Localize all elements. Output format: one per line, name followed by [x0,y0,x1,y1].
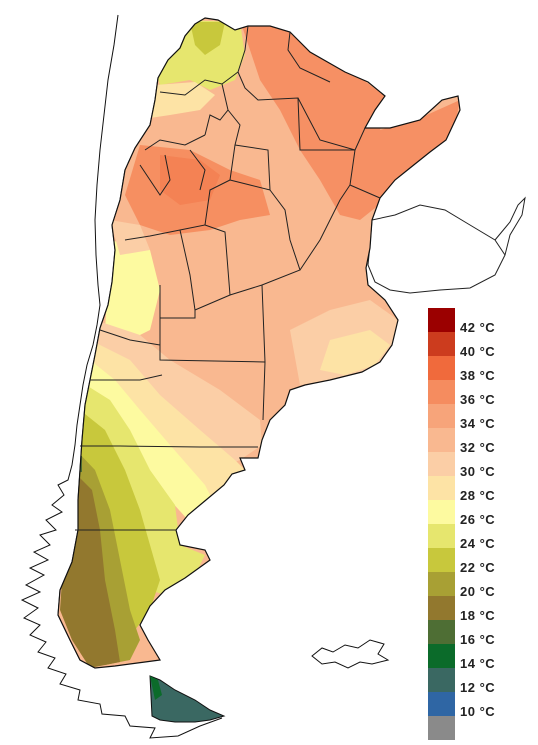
legend-entry: 38 °C [428,356,538,383]
rio-de-la-plata-coast [494,196,526,256]
province-boundaries [75,25,381,531]
legend-entry: 16 °C [428,620,538,647]
legend-label: 14 °C [460,656,496,671]
legend-entry [428,716,538,740]
legend-entry: 28 °C [428,476,538,503]
legend-entry: 20 °C [428,572,538,599]
legend-label: 28 °C [460,488,496,503]
legend-label: 38 °C [460,368,496,383]
malvinas-islands [311,639,390,669]
legend-swatch [428,380,455,404]
legend-label: 16 °C [460,632,496,647]
legend-swatch [428,572,455,596]
legend-entry: 34 °C [428,404,538,431]
legend-swatch [428,308,455,332]
legend-swatch [428,524,455,548]
legend-swatch [428,356,455,380]
legend-label: 12 °C [460,680,496,695]
chile-coastline [20,14,223,739]
legend-entry: 40 °C [428,332,538,359]
argentina-outline [57,17,461,669]
legend-entry: 36 °C [428,380,538,407]
legend-label: 42 °C [460,320,496,335]
legend-label: 24 °C [460,536,496,551]
legend-label: 32 °C [460,440,496,455]
legend-label: 30 °C [460,464,496,479]
legend-label: 36 °C [460,392,496,407]
tierra-del-fuego [149,675,226,723]
legend-swatch [428,548,455,572]
legend-label: 26 °C [460,512,496,527]
legend-swatch [428,476,455,500]
legend-label: 20 °C [460,584,496,599]
legend-entry: 24 °C [428,524,538,551]
legend-label: 22 °C [460,560,496,575]
legend-label: 10 °C [460,704,496,719]
legend-swatch [428,716,455,740]
legend-entry: 42 °C [428,308,538,335]
legend-swatch [428,404,455,428]
legend-label: 18 °C [460,608,496,623]
legend-label: 40 °C [460,344,496,359]
legend-swatch [428,500,455,524]
legend-swatch [428,596,455,620]
legend-entry: 22 °C [428,548,538,575]
legend-entry: 18 °C [428,596,538,623]
legend-swatch [428,620,455,644]
legend-swatch [428,452,455,476]
legend-entry: 32 °C [428,428,538,455]
legend-entry: 14 °C [428,644,538,671]
uruguay-outline [367,204,506,294]
legend-swatch [428,332,455,356]
legend-swatch [428,428,455,452]
legend-swatch [428,644,455,668]
legend-label: 34 °C [460,416,496,431]
legend-entry: 10 °C [428,692,538,719]
legend-swatch [428,692,455,716]
legend-swatch [428,668,455,692]
legend-entry: 30 °C [428,452,538,479]
legend-entry: 26 °C [428,500,538,527]
legend-entry: 12 °C [428,668,538,695]
